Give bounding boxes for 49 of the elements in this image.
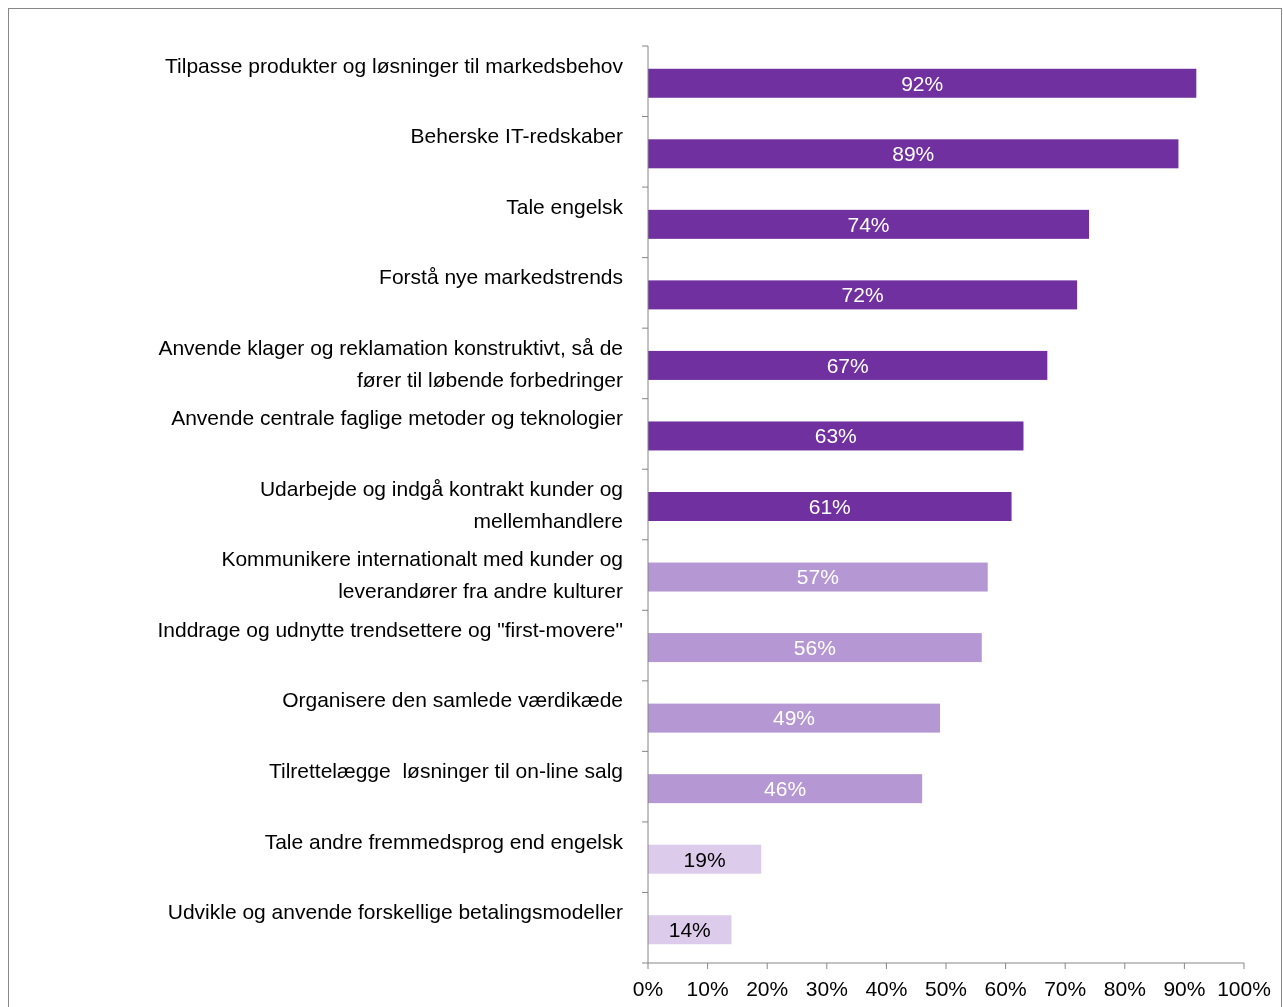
x-tick-label: 30% xyxy=(805,977,848,1000)
data-label: 49% xyxy=(773,706,816,730)
data-label: 61% xyxy=(808,494,851,518)
data-label: 19% xyxy=(683,847,726,871)
y-tick-label: Udarbejde og indgå kontrakt kunder og mellemhandlere xyxy=(259,476,623,532)
data-label: 74% xyxy=(847,212,890,236)
bar xyxy=(648,350,1048,380)
y-tick-label: Organisere den samlede værdikæde xyxy=(282,688,623,712)
x-tick-label: 80% xyxy=(1103,977,1146,1000)
x-tick-label: 70% xyxy=(1044,977,1087,1000)
y-tick-label: Udvikle og anvende forskellige betalingsmodeller xyxy=(167,900,623,924)
x-tick-label: 60% xyxy=(984,977,1027,1000)
y-tick-label: Anvende klager og reklamation konstruktivt, så de fører til løbende forbedringer xyxy=(158,335,623,391)
x-tick-label: 40% xyxy=(865,977,908,1000)
bar xyxy=(648,280,1078,310)
data-label: 72% xyxy=(841,283,884,307)
bar xyxy=(648,68,1197,98)
bar xyxy=(648,209,1090,239)
bar xyxy=(648,492,1012,521)
data-label: 89% xyxy=(892,142,935,166)
y-tick-label: Tale engelsk xyxy=(506,194,624,218)
x-tick-label: 50% xyxy=(924,977,968,1000)
x-tick-label: 100% xyxy=(1217,977,1271,1000)
data-label: 63% xyxy=(814,424,857,448)
bar xyxy=(648,139,1179,169)
y-tick-label: Tilpasse produkter og løsninger til markedsbehov xyxy=(165,53,624,77)
bar xyxy=(648,703,941,733)
bar xyxy=(648,421,1024,451)
data-label: 67% xyxy=(826,353,869,377)
y-tick-label: Tilrettelægge løsninger til on-line salg xyxy=(268,759,623,782)
y-tick-label: Kommunikere internationalt med kunder og leverandører fra andre kulturer xyxy=(221,547,623,603)
data-label: 46% xyxy=(764,777,807,800)
x-tick-label: 10% xyxy=(686,977,729,1000)
bar xyxy=(648,562,988,592)
y-tick-label: Beherske IT-redskaber xyxy=(410,124,623,148)
y-tick-label: Inddrage og udnytte trendsettere og "first-movere" xyxy=(157,617,623,641)
bar xyxy=(648,844,762,874)
bar xyxy=(648,633,982,663)
data-label: 14% xyxy=(668,918,711,942)
data-label: 56% xyxy=(793,635,836,659)
y-tick-label: Tale andre fremmedsprog end engelsk xyxy=(264,829,624,853)
bar xyxy=(648,774,923,804)
data-label: 92% xyxy=(901,71,944,95)
x-tick-label: 90% xyxy=(1163,977,1206,1000)
y-tick-label: Anvende centrale faglige metoder og teknologier xyxy=(171,406,623,430)
x-tick-label: 20% xyxy=(746,977,789,1000)
x-tick-label: 0% xyxy=(632,977,664,1000)
y-tick-label: Forstå nye markedstrends xyxy=(379,265,623,289)
data-label: 57% xyxy=(796,565,839,589)
